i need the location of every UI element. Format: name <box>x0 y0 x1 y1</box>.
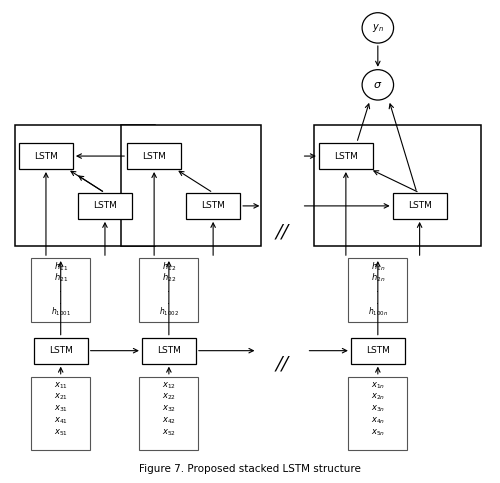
Text: .: . <box>376 284 380 295</box>
Text: $h_{11}$: $h_{11}$ <box>54 260 68 273</box>
Text: LSTM: LSTM <box>34 152 58 160</box>
Text: //: // <box>276 356 288 374</box>
Text: $\sigma$: $\sigma$ <box>373 80 382 90</box>
Text: LSTM: LSTM <box>93 201 117 211</box>
Text: .: . <box>168 296 170 306</box>
Text: $h_{22}$: $h_{22}$ <box>162 272 176 284</box>
Bar <box>127 143 181 169</box>
Text: $h_{2n}$: $h_{2n}$ <box>370 272 385 284</box>
Circle shape <box>362 13 394 43</box>
Text: $h_{1n}$: $h_{1n}$ <box>370 260 385 273</box>
Text: $x_{22}$: $x_{22}$ <box>162 392 176 402</box>
Text: Figure 7. Proposed stacked LSTM structure: Figure 7. Proposed stacked LSTM structur… <box>139 464 361 474</box>
Text: $h_{21}$: $h_{21}$ <box>54 272 68 284</box>
Text: $x_{32}$: $x_{32}$ <box>162 404 176 414</box>
Bar <box>142 338 196 364</box>
Circle shape <box>362 70 394 100</box>
Text: LSTM: LSTM <box>49 346 72 355</box>
Text: .: . <box>376 296 380 306</box>
Text: $x_{3n}$: $x_{3n}$ <box>370 404 385 414</box>
Text: $h_{1002}$: $h_{1002}$ <box>159 306 179 318</box>
Bar <box>392 193 446 219</box>
Bar <box>15 125 155 246</box>
Text: $h_{1001}$: $h_{1001}$ <box>51 306 70 318</box>
Text: $h_{100n}$: $h_{100n}$ <box>368 306 388 318</box>
Text: $x_{42}$: $x_{42}$ <box>162 416 176 426</box>
Text: $x_{52}$: $x_{52}$ <box>162 427 176 438</box>
Bar <box>78 193 132 219</box>
Text: LSTM: LSTM <box>366 346 390 355</box>
Text: $x_{51}$: $x_{51}$ <box>54 427 68 438</box>
Bar <box>348 258 408 322</box>
Text: $x_{5n}$: $x_{5n}$ <box>370 427 385 438</box>
Bar <box>319 143 373 169</box>
Bar <box>120 125 261 246</box>
Text: $y_n$: $y_n$ <box>372 22 384 34</box>
Bar <box>348 377 408 450</box>
Text: $x_{4n}$: $x_{4n}$ <box>370 416 385 426</box>
Bar <box>140 377 198 450</box>
Text: LSTM: LSTM <box>201 201 225 211</box>
Bar <box>19 143 73 169</box>
Text: $x_{31}$: $x_{31}$ <box>54 404 68 414</box>
Text: $h_{12}$: $h_{12}$ <box>162 260 176 273</box>
Bar <box>34 338 88 364</box>
Bar <box>31 258 90 322</box>
Text: $x_{2n}$: $x_{2n}$ <box>370 392 385 402</box>
Text: $x_{41}$: $x_{41}$ <box>54 416 68 426</box>
Text: LSTM: LSTM <box>408 201 432 211</box>
Text: .: . <box>168 284 170 295</box>
Text: $x_{11}$: $x_{11}$ <box>54 380 68 391</box>
Bar <box>186 193 240 219</box>
Text: $x_{1n}$: $x_{1n}$ <box>370 380 385 391</box>
Bar <box>351 338 405 364</box>
Text: LSTM: LSTM <box>142 152 166 160</box>
Bar <box>314 125 481 246</box>
Text: //: // <box>276 223 288 241</box>
Text: LSTM: LSTM <box>334 152 358 160</box>
Text: LSTM: LSTM <box>157 346 181 355</box>
Text: .: . <box>59 284 62 295</box>
Bar <box>31 377 90 450</box>
Text: $x_{12}$: $x_{12}$ <box>162 380 176 391</box>
Bar <box>140 258 198 322</box>
Text: .: . <box>59 296 62 306</box>
Text: $x_{21}$: $x_{21}$ <box>54 392 68 402</box>
